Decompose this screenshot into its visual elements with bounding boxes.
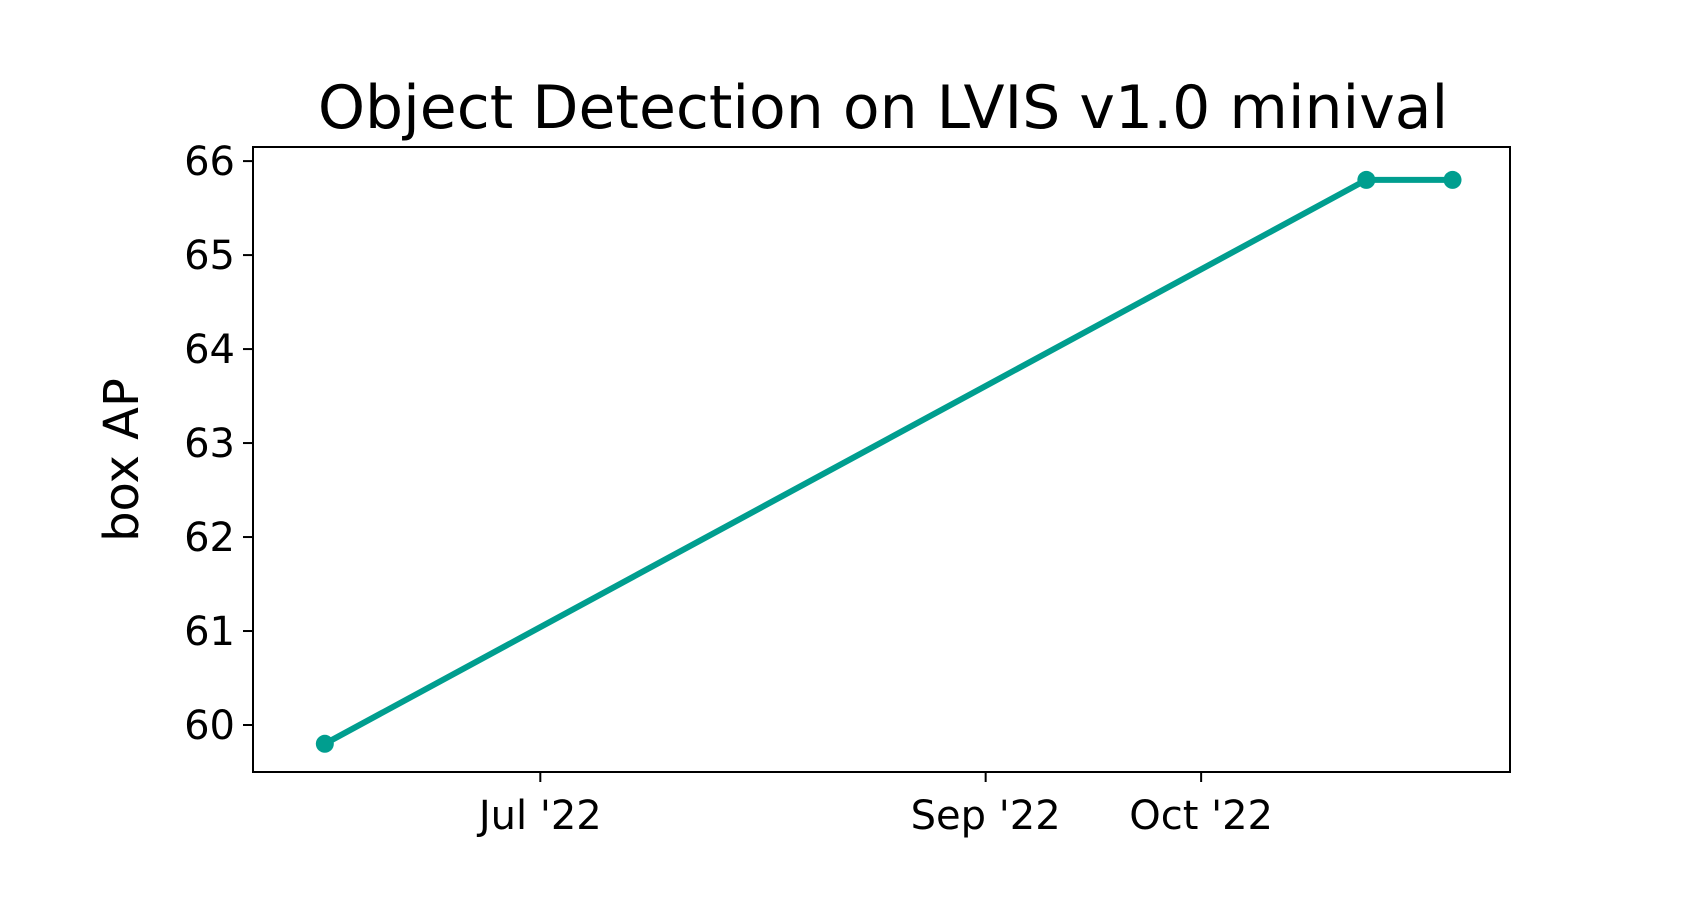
y-tick-label: 61	[184, 609, 235, 655]
y-axis-label: box AP	[94, 378, 150, 542]
y-axis: 60 61 62 63 64 65 66	[184, 139, 253, 749]
y-tick-label: 63	[184, 421, 235, 467]
y-tick-label: 66	[184, 139, 235, 185]
x-tick-label: Jul '22	[476, 793, 602, 839]
plot-area	[252, 146, 1511, 773]
data-point	[315, 734, 334, 753]
data-point	[1443, 170, 1462, 189]
chart-title: Object Detection on LVIS v1.0 minival	[318, 73, 1448, 143]
x-axis: Jul '22 Sep '22 Oct '22	[476, 772, 1273, 839]
y-tick-label: 62	[184, 515, 235, 561]
series-line	[323, 176, 1453, 747]
y-tick-label: 65	[184, 233, 235, 279]
series-layer	[315, 170, 1462, 753]
data-point	[1357, 170, 1376, 189]
x-tick-label: Oct '22	[1129, 793, 1273, 839]
x-tick-label: Sep '22	[911, 793, 1061, 839]
y-tick-label: 64	[184, 327, 235, 373]
y-tick-label: 60	[184, 703, 235, 749]
